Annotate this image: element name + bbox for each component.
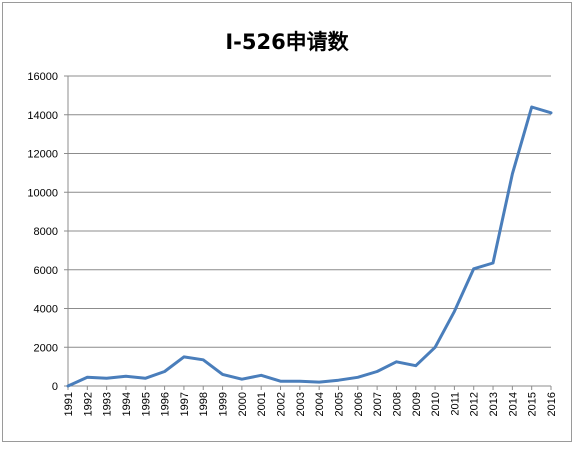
x-tick-label: 2002 xyxy=(276,392,288,416)
data-point-2012 xyxy=(472,267,475,270)
x-tick-label: 2005 xyxy=(333,392,345,416)
x-tick-label: 2003 xyxy=(295,392,307,416)
y-tick-label: 12000 xyxy=(27,149,58,161)
x-tick-label: 2000 xyxy=(237,392,249,416)
data-point-2011 xyxy=(453,310,456,313)
axes xyxy=(64,75,552,390)
x-tick-label: 1997 xyxy=(179,392,191,416)
x-tick-label: 1992 xyxy=(82,392,94,416)
y-tick-label: 0 xyxy=(52,381,58,393)
data-point-2003 xyxy=(298,380,301,383)
data-point-2006 xyxy=(356,376,359,379)
data-point-2009 xyxy=(414,364,417,367)
data-point-1996 xyxy=(163,370,166,373)
chart-title: I-526申请数 xyxy=(225,30,349,54)
x-tick-label: 1991 xyxy=(63,392,75,416)
data-point-1998 xyxy=(202,358,205,361)
x-tick-label: 2006 xyxy=(353,392,365,416)
x-tick-label: 2004 xyxy=(314,392,326,416)
data-point-1991 xyxy=(67,385,70,388)
x-tick-label: 2009 xyxy=(411,392,423,416)
data-point-2004 xyxy=(318,381,321,384)
y-tick-label: 16000 xyxy=(27,71,58,83)
data-point-2010 xyxy=(434,346,437,349)
x-tick-label: 2007 xyxy=(372,392,384,416)
x-tick-label: 1995 xyxy=(140,392,152,416)
x-tick-label: 2010 xyxy=(430,392,442,416)
data-point-2005 xyxy=(337,379,340,382)
x-tick-label: 2015 xyxy=(527,392,539,416)
chart-frame xyxy=(2,2,572,442)
y-tick-label: 6000 xyxy=(34,265,58,277)
data-point-2000 xyxy=(240,378,243,381)
data-point-2015 xyxy=(530,106,533,109)
data-point-1993 xyxy=(105,377,108,380)
y-tick-label: 10000 xyxy=(27,187,58,199)
x-tick-label: 1999 xyxy=(218,392,230,416)
data-point-1997 xyxy=(182,355,185,358)
data-point-1995 xyxy=(144,377,147,380)
data-point-2007 xyxy=(376,370,379,373)
y-tick-label: 4000 xyxy=(34,304,58,316)
data-point-1992 xyxy=(86,376,89,379)
x-tick-label: 1998 xyxy=(198,392,210,416)
data-point-1999 xyxy=(221,373,224,376)
data-point-2001 xyxy=(260,374,263,377)
x-tick-label: 2008 xyxy=(391,392,403,416)
data-point-2002 xyxy=(279,380,282,383)
x-tick-label: 2011 xyxy=(449,392,461,416)
x-tick-label: 1996 xyxy=(160,392,172,416)
x-axis-tick-labels: 1991 1992 1993 1994 1995 1996 1997 1998 1999 2000… xyxy=(63,392,558,416)
x-tick-label: 2014 xyxy=(507,392,519,416)
x-tick-label: 2001 xyxy=(256,392,268,416)
y-tick-label: 8000 xyxy=(34,226,58,238)
y-tick-label: 2000 xyxy=(34,342,58,354)
gridlines xyxy=(68,75,551,348)
series-line xyxy=(66,105,553,388)
y-tick-label: 14000 xyxy=(27,110,58,122)
x-tick-label: 2016 xyxy=(546,392,558,416)
x-tick-label: 2013 xyxy=(488,392,500,416)
series-line-group xyxy=(66,105,553,388)
y-axis-tick-labels: 0 2000 4000 6000 8000 10000 12000 14000 16000 xyxy=(27,71,58,393)
data-point-2014 xyxy=(511,172,514,175)
data-point-2008 xyxy=(395,360,398,363)
x-tick-label: 1994 xyxy=(121,392,133,416)
data-point-2013 xyxy=(492,261,495,264)
data-point-1994 xyxy=(124,375,127,378)
x-tick-label: 2012 xyxy=(469,392,481,416)
x-tick-label: 1993 xyxy=(102,392,114,416)
data-point-2016 xyxy=(550,111,553,114)
